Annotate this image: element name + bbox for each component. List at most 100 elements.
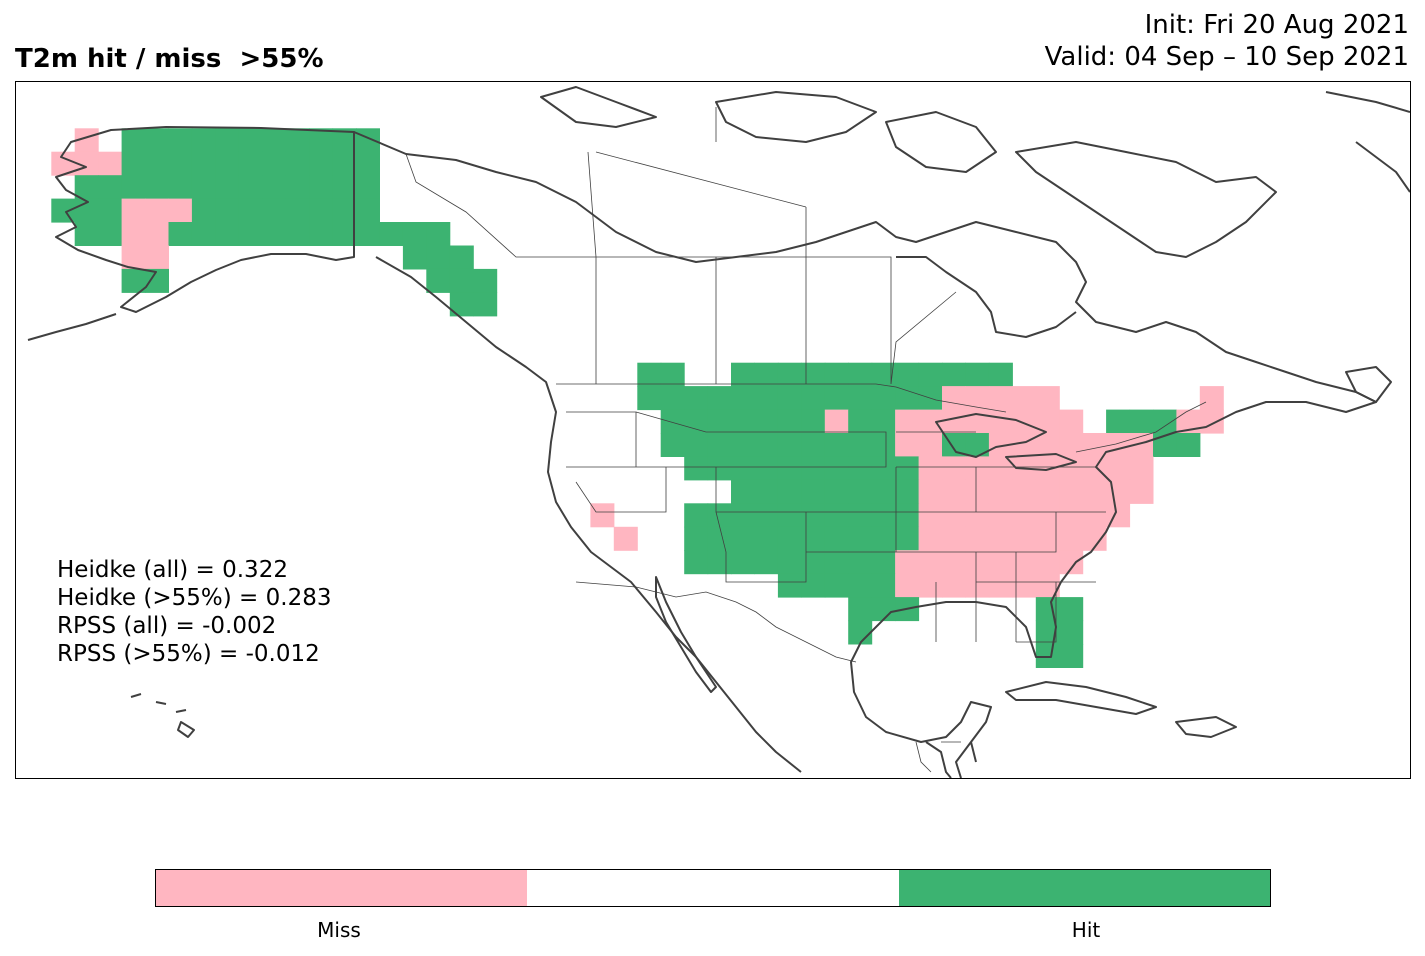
miss-cell (121, 222, 146, 246)
hit-cell (449, 268, 474, 293)
miss-cell (918, 550, 943, 575)
miss-cell (1035, 386, 1060, 411)
hit-cell (1153, 409, 1177, 434)
hit-cell (309, 151, 334, 176)
hit-cell (731, 386, 755, 411)
miss-cell (988, 526, 1013, 551)
hit-cell (215, 175, 240, 200)
miss-cell (1059, 526, 1084, 551)
hit-cell (871, 386, 896, 411)
border-us-canada (556, 383, 1207, 453)
colorbar-neutral-segment (527, 870, 899, 906)
miss-cell (590, 503, 615, 528)
hit-cell (168, 151, 193, 176)
miss-cell (965, 386, 990, 411)
hit-cell (707, 526, 732, 551)
hit-cell (285, 151, 310, 176)
coastlines-layer (27, 86, 1410, 778)
hit-cell (848, 386, 873, 411)
hit-cell (402, 245, 427, 270)
hit-cell (168, 128, 193, 153)
hit-cell (777, 409, 802, 434)
hit-cell (754, 503, 779, 528)
hit-cell (801, 409, 826, 434)
hit-cell (98, 222, 123, 246)
miss-cell (613, 526, 638, 551)
hit-cell (238, 128, 263, 153)
hit-cell (684, 433, 709, 457)
hit-cell (731, 503, 755, 528)
hit-cell (731, 409, 755, 434)
hit-cell (684, 409, 709, 434)
hit-cell (824, 550, 849, 575)
hit-cell (168, 222, 193, 246)
hit-cell (285, 198, 310, 223)
miss-cell (918, 479, 943, 504)
miss-cell (1199, 386, 1224, 411)
hit-cell (754, 526, 779, 551)
hit-cell (215, 222, 240, 246)
miss-cell (1129, 456, 1154, 481)
miss-cell (918, 503, 943, 528)
hit-cell (191, 128, 216, 153)
hit-cell (777, 386, 802, 411)
hit-cell (707, 456, 732, 481)
heidke-55: Heidke (>55%) = 0.283 (57, 585, 332, 611)
hit-cell (121, 151, 146, 176)
miss-cell (895, 550, 920, 575)
hit-cell (777, 573, 802, 598)
hit-cell (801, 503, 826, 528)
hit-cell (684, 550, 709, 575)
hit-cell (848, 409, 873, 434)
hit-cell (262, 175, 287, 200)
miss-cell (988, 573, 1013, 598)
hit-cell (801, 386, 826, 411)
hit-cell (684, 503, 709, 528)
legend-label-miss: Miss (317, 918, 361, 942)
hit-cell (356, 151, 380, 176)
miss-cell (942, 479, 966, 504)
miss-cell (942, 456, 966, 481)
miss-cell (942, 550, 966, 575)
hit-cell (684, 456, 709, 481)
hit-cell (754, 456, 779, 481)
hit-cell (332, 198, 357, 223)
miss-cell (1035, 479, 1060, 504)
hit-cell (309, 128, 334, 153)
hit-cell (98, 198, 123, 223)
hit-cell (262, 151, 287, 176)
coastline-arctic-islands-3 (885, 111, 997, 173)
hit-cell (309, 222, 334, 246)
miss-cell (1035, 433, 1060, 457)
rpss-55: RPSS (>55%) = -0.012 (57, 641, 320, 667)
coastline-aleutians (27, 313, 117, 341)
hit-cell (660, 409, 685, 434)
skill-scores: Heidke (all) = 0.322 Heidke (>55%) = 0.2… (57, 556, 331, 668)
hit-cell (731, 456, 755, 481)
miss-cell (121, 198, 146, 223)
miss-cell (918, 456, 943, 481)
hit-cell (777, 456, 802, 481)
hit-cell (754, 550, 779, 575)
hit-cell (824, 573, 849, 598)
hit-cell (801, 550, 826, 575)
heidke-all: Heidke (all) = 0.322 (57, 557, 288, 583)
miss-cell (988, 550, 1013, 575)
miss-cell (1012, 409, 1037, 434)
coastline-arctic-islands-1 (540, 86, 657, 128)
miss-cell (1059, 479, 1084, 504)
miss-cell (1059, 550, 1084, 575)
miss-cell (965, 526, 990, 551)
miss-cell (942, 409, 966, 434)
miss-cell (1129, 479, 1154, 504)
miss-cell (988, 503, 1013, 528)
hit-cell (871, 526, 896, 551)
hit-cell (262, 128, 287, 153)
miss-cell (145, 222, 169, 246)
hit-cell (988, 362, 1013, 387)
hit-cell (145, 151, 169, 176)
miss-cell (1059, 433, 1084, 457)
hit-cell (895, 386, 920, 411)
miss-cell (1106, 479, 1131, 504)
hit-cell (285, 222, 310, 246)
